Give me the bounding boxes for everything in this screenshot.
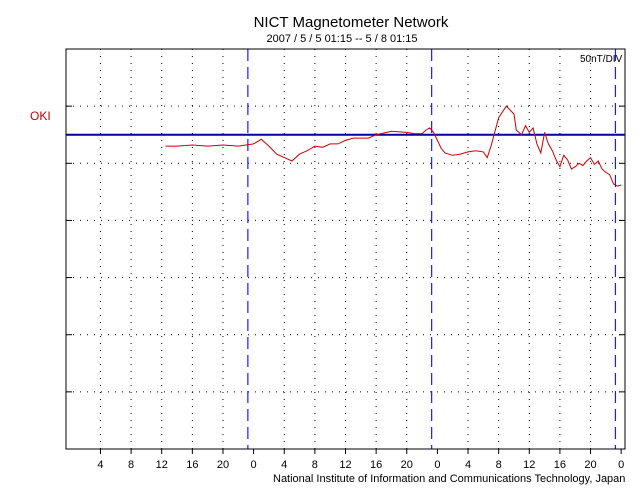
x-tick-label: 0 [434,459,440,471]
day-boundaries [247,49,617,449]
x-tick-label: 12 [156,459,168,471]
x-tick-label: 20 [584,459,596,471]
x-tick-label: 0 [618,459,624,471]
x-tick-label: 16 [554,459,566,471]
x-tick-label: 12 [339,459,351,471]
plot-frame [65,48,626,450]
x-tick-label: 8 [128,459,134,471]
x-tick-label: 20 [401,459,413,471]
series-line-oki [165,105,622,187]
x-tick-label: 4 [97,459,103,471]
station-label-oki: OKI [30,109,51,123]
x-tick-label: 0 [251,459,257,471]
chart-title: NICT Magnetometer Network [254,14,449,31]
x-tick-label: 16 [186,459,198,471]
scale-label: 50nT/DIV [580,54,623,65]
x-tick-label: 20 [217,459,229,471]
footer-credit: National Institute of Information and Co… [273,473,625,485]
x-tick-label: 8 [496,459,502,471]
x-tick-label: 12 [523,459,535,471]
x-tick-label: 8 [312,459,318,471]
chart-subtitle: 2007 / 5 / 5 01:15 -- 5 / 8 01:15 [266,33,417,45]
x-tick-label: 16 [370,459,382,471]
x-axis-labels: 4 8 12 16 20 0 4 8 12 16 20 0 4 8 12 16 20 0 [97,459,624,471]
x-tick-label: 4 [281,459,287,471]
x-tick-label: 4 [465,459,471,471]
grid [66,49,625,449]
x-axis-ticks [66,105,625,454]
